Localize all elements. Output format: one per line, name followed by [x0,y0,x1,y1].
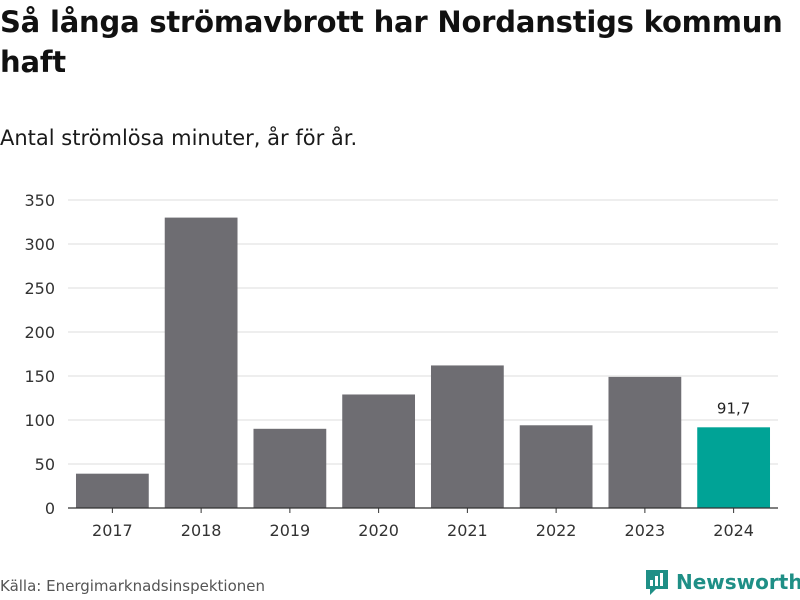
bar [164,217,238,508]
data-label: 91,7 [717,399,750,417]
x-tick-label: 2022 [536,521,577,540]
bar [75,473,149,508]
brand-name: Newsworthy [676,570,800,594]
bar [697,427,771,508]
y-tick-label: 0 [45,499,55,518]
chart-subtitle: Antal strömlösa minuter, år för år. [0,126,358,150]
y-tick-label: 50 [35,455,55,474]
bar [342,394,416,508]
y-tick-label: 150 [24,367,55,386]
x-tick-label: 2023 [625,521,666,540]
chart-title: Så långa strömavbrott har Nordanstigs ko… [0,5,783,79]
bar [253,428,327,508]
bar-chart-speech-icon [646,570,668,595]
bar [519,425,593,508]
x-tick-label: 2019 [270,521,311,540]
y-tick-label: 250 [24,279,55,298]
bar [608,376,682,508]
y-tick-label: 100 [24,411,55,430]
x-tick-label: 2024 [713,521,754,540]
x-tick-label: 2021 [447,521,488,540]
x-tick-label: 2020 [358,521,399,540]
y-tick-label: 300 [24,235,55,254]
source-note: Källa: Energimarknadsinspektionen [0,577,266,595]
bar [430,365,504,508]
x-tick-label: 2018 [181,521,222,540]
y-tick-label: 200 [24,323,55,342]
x-tick-label: 2017 [92,521,133,540]
y-tick-label: 350 [24,191,55,210]
brand-logo[interactable]: Newsworthy [644,568,800,596]
